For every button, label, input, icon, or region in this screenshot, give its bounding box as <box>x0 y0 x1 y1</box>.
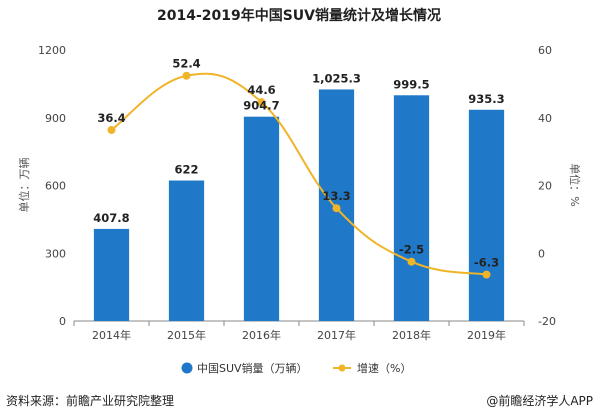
bar <box>393 95 430 321</box>
bar <box>93 228 130 321</box>
bar <box>243 116 280 321</box>
x-tick-label: 2015年 <box>167 328 206 342</box>
axes: 0 300 600 900 1200 -20 0 20 40 60 2014年 2015年 2016年 2… <box>38 44 556 342</box>
bar-value-label: 622 <box>174 163 198 177</box>
line-point <box>182 71 191 80</box>
y-tick-right: 40 <box>538 112 552 125</box>
bar-value-label: 904.7 <box>243 99 279 113</box>
y-tick-right: -20 <box>538 315 556 328</box>
line-value-label: -6.3 <box>474 256 499 270</box>
line-series <box>107 71 491 279</box>
y-tick-left: 900 <box>45 112 66 125</box>
y-tick-right: 20 <box>538 180 552 193</box>
y-tick-left: 1200 <box>38 44 66 57</box>
y-tick-left: 600 <box>45 180 66 193</box>
y-tick-right: 60 <box>538 44 552 57</box>
data-labels: 407.8 622 904.7 1,025.3 999.5 935.3 36.4 52.4 44… <box>93 57 504 270</box>
bar-series <box>93 89 505 322</box>
legend-bar-label: 中国SUV销量（万辆） <box>197 361 308 375</box>
source-note: 资料来源：前瞻产业研究院整理 <box>6 393 174 408</box>
line-value-label: 52.4 <box>172 57 200 71</box>
y-tick-right: 0 <box>538 247 545 260</box>
line-value-label: -2.5 <box>399 243 424 257</box>
x-tick-label: 2014年 <box>92 328 131 342</box>
line-value-label: 13.3 <box>322 189 350 203</box>
line-point <box>107 125 116 134</box>
line-point <box>332 204 341 213</box>
y-axis-title-left: 单位：万辆 <box>17 158 31 213</box>
y-tick-left: 300 <box>45 247 66 260</box>
bar-value-label: 407.8 <box>93 211 129 225</box>
bar-value-label: 1,025.3 <box>312 71 361 85</box>
y-tick-left: 0 <box>59 315 66 328</box>
legend-bar-swatch <box>181 362 193 374</box>
x-tick-label: 2016年 <box>242 328 281 342</box>
bar-value-label: 935.3 <box>468 92 504 106</box>
line-point <box>482 270 491 279</box>
x-tick-label: 2017年 <box>317 328 356 342</box>
y-axis-title-right: 单位：% <box>568 163 582 206</box>
growth-line <box>110 72 487 276</box>
bar-value-label: 999.5 <box>393 77 429 91</box>
legend: 中国SUV销量（万辆） 增速（%） <box>181 361 411 375</box>
bar <box>168 180 205 321</box>
x-tick-label: 2019年 <box>467 328 506 342</box>
line-value-label: 44.6 <box>247 83 275 97</box>
line-value-label: 36.4 <box>97 111 125 125</box>
legend-line-label: 增速（%） <box>357 361 411 375</box>
line-point <box>407 257 416 266</box>
x-tick-label: 2018年 <box>392 328 431 342</box>
bar <box>468 109 505 322</box>
chart-title: 2014-2019年中国SUV销量统计及增长情况 <box>157 7 441 24</box>
legend-line-marker <box>338 364 346 372</box>
line-point <box>257 98 266 107</box>
brand-note: @前瞻经济学人APP <box>486 393 593 408</box>
